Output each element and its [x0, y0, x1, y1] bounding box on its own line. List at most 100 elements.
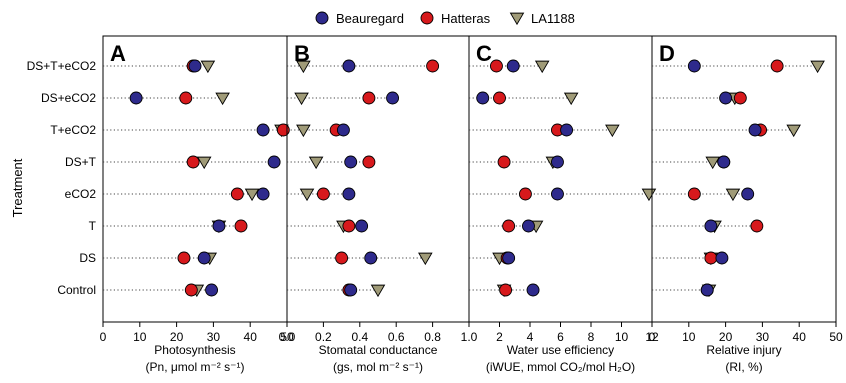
point-la1188: [605, 124, 620, 138]
x-tick-label: 6: [557, 330, 564, 344]
category-label: DS+eCO2: [41, 91, 96, 105]
point-beauregard: [700, 283, 714, 297]
x-axis-title: Water use efficiency: [507, 343, 614, 357]
x-tick-label: 12: [645, 330, 659, 344]
x-tick-label: 0.0: [279, 330, 296, 344]
x-tick-label: 0.4: [351, 330, 368, 344]
category-label: T+eCO2: [50, 123, 96, 137]
point-hatteras: [184, 283, 198, 297]
x-tick-label: 30: [207, 330, 221, 344]
panel-d: D 0 10 20 30 40 50 Relative injury (RI, %): [649, 35, 843, 374]
y-axis-title: Treatment: [10, 158, 25, 217]
x-axis-title: Stomatal conductance: [319, 343, 438, 357]
point-beauregard: [506, 59, 520, 73]
category-label: DS: [79, 251, 96, 265]
panel-letter: D: [659, 41, 675, 66]
panel-c: C 2 4 6 8 10 12 Water use efficiency (iWUE, mmol…: [468, 35, 659, 374]
x-axis-subtitle: (iWUE, mmol CO₂/mol H₂O): [486, 360, 635, 374]
panel-frame: [102, 35, 288, 323]
point-hatteras: [276, 123, 290, 137]
x-axis-title: Relative injury: [706, 343, 781, 357]
point-hatteras: [502, 219, 516, 233]
panel-frame: [286, 35, 470, 323]
point-beauregard: [336, 123, 350, 137]
x-tick-label: 1.0: [461, 330, 478, 344]
category-label: eCO2: [65, 187, 97, 201]
point-hatteras: [497, 155, 511, 169]
point-la1188: [244, 188, 260, 202]
legend-label-la1188: LA1188: [531, 11, 575, 26]
point-la1188: [296, 60, 311, 74]
panel-a: A 0 10 20 30 40 50 Photosynthesis (Pn, μmol m⁻² …: [100, 35, 294, 374]
point-hatteras: [493, 91, 506, 105]
point-beauregard: [522, 219, 535, 233]
point-beauregard: [355, 219, 369, 233]
category-label: T: [89, 219, 97, 233]
x-axis-title: Photosynthesis: [154, 343, 235, 357]
x-tick-label: 0: [100, 330, 107, 344]
point-la1188: [296, 124, 311, 138]
point-hatteras: [179, 91, 193, 105]
point-la1188: [418, 252, 433, 266]
category-labels: DS+T+eCO2 DS+eCO2 T+eCO2 DS+T eCO2 T DS Control: [27, 59, 97, 297]
point-la1188: [810, 60, 825, 74]
point-hatteras: [177, 251, 191, 265]
point-hatteras: [234, 219, 248, 233]
point-beauregard: [719, 91, 733, 105]
point-hatteras: [230, 187, 244, 201]
point-la1188: [215, 92, 230, 106]
panel-b: B 0.0 0.2 0.4 0.6 0.8 1.0 Stomatal conductance (…: [279, 35, 478, 374]
point-beauregard: [687, 59, 701, 73]
x-tick-label: 40: [244, 330, 258, 344]
point-la1188: [196, 156, 212, 170]
x-tick-label: 20: [719, 330, 733, 344]
legend: Beauregard Hatteras LA1188: [315, 11, 575, 26]
x-tick-label: 10: [133, 330, 147, 344]
category-label: Control: [57, 283, 96, 297]
x-tick-label: 0.2: [315, 330, 332, 344]
point-beauregard: [267, 155, 281, 169]
point-hatteras: [426, 59, 440, 73]
point-beauregard: [188, 59, 202, 73]
point-beauregard: [197, 251, 211, 265]
point-beauregard: [717, 155, 731, 169]
point-beauregard: [476, 91, 490, 105]
point-hatteras: [750, 219, 764, 233]
panel-letter: A: [110, 41, 126, 66]
point-hatteras: [342, 219, 356, 233]
legend-marker-beauregard: [315, 11, 329, 25]
panel-frame: [468, 35, 653, 323]
point-beauregard: [344, 283, 358, 297]
x-tick-label: 50: [829, 330, 843, 344]
point-beauregard: [748, 123, 762, 137]
category-label: DS+T: [65, 155, 97, 169]
point-beauregard: [551, 187, 564, 201]
point-hatteras: [362, 155, 376, 169]
point-la1188: [563, 92, 579, 106]
x-tick-label: 10: [615, 330, 629, 344]
point-la1188: [370, 284, 386, 298]
point-la1188: [299, 188, 315, 202]
point-hatteras: [770, 59, 784, 73]
legend-label-hatteras: Hatteras: [441, 11, 491, 26]
point-beauregard: [256, 123, 270, 137]
panel-letter: B: [294, 41, 310, 66]
point-la1188: [725, 188, 741, 202]
point-beauregard: [205, 283, 219, 297]
x-tick-label: 4: [527, 330, 534, 344]
point-beauregard: [344, 155, 358, 169]
point-beauregard: [386, 91, 400, 105]
x-tick-label: 8: [588, 330, 595, 344]
point-beauregard: [502, 251, 516, 265]
x-axis-subtitle: (RI, %): [725, 360, 762, 374]
point-la1188: [200, 60, 216, 74]
x-tick-label: 0.6: [388, 330, 405, 344]
x-tick-label: 2: [496, 330, 503, 344]
point-la1188: [294, 92, 309, 106]
x-axis-subtitle: (Pn, μmol m⁻² s⁻¹): [146, 360, 245, 374]
legend-marker-la1188: [509, 12, 525, 26]
point-hatteras: [335, 251, 349, 265]
point-hatteras: [490, 59, 503, 73]
legend-label-beauregard: Beauregard: [336, 11, 404, 26]
